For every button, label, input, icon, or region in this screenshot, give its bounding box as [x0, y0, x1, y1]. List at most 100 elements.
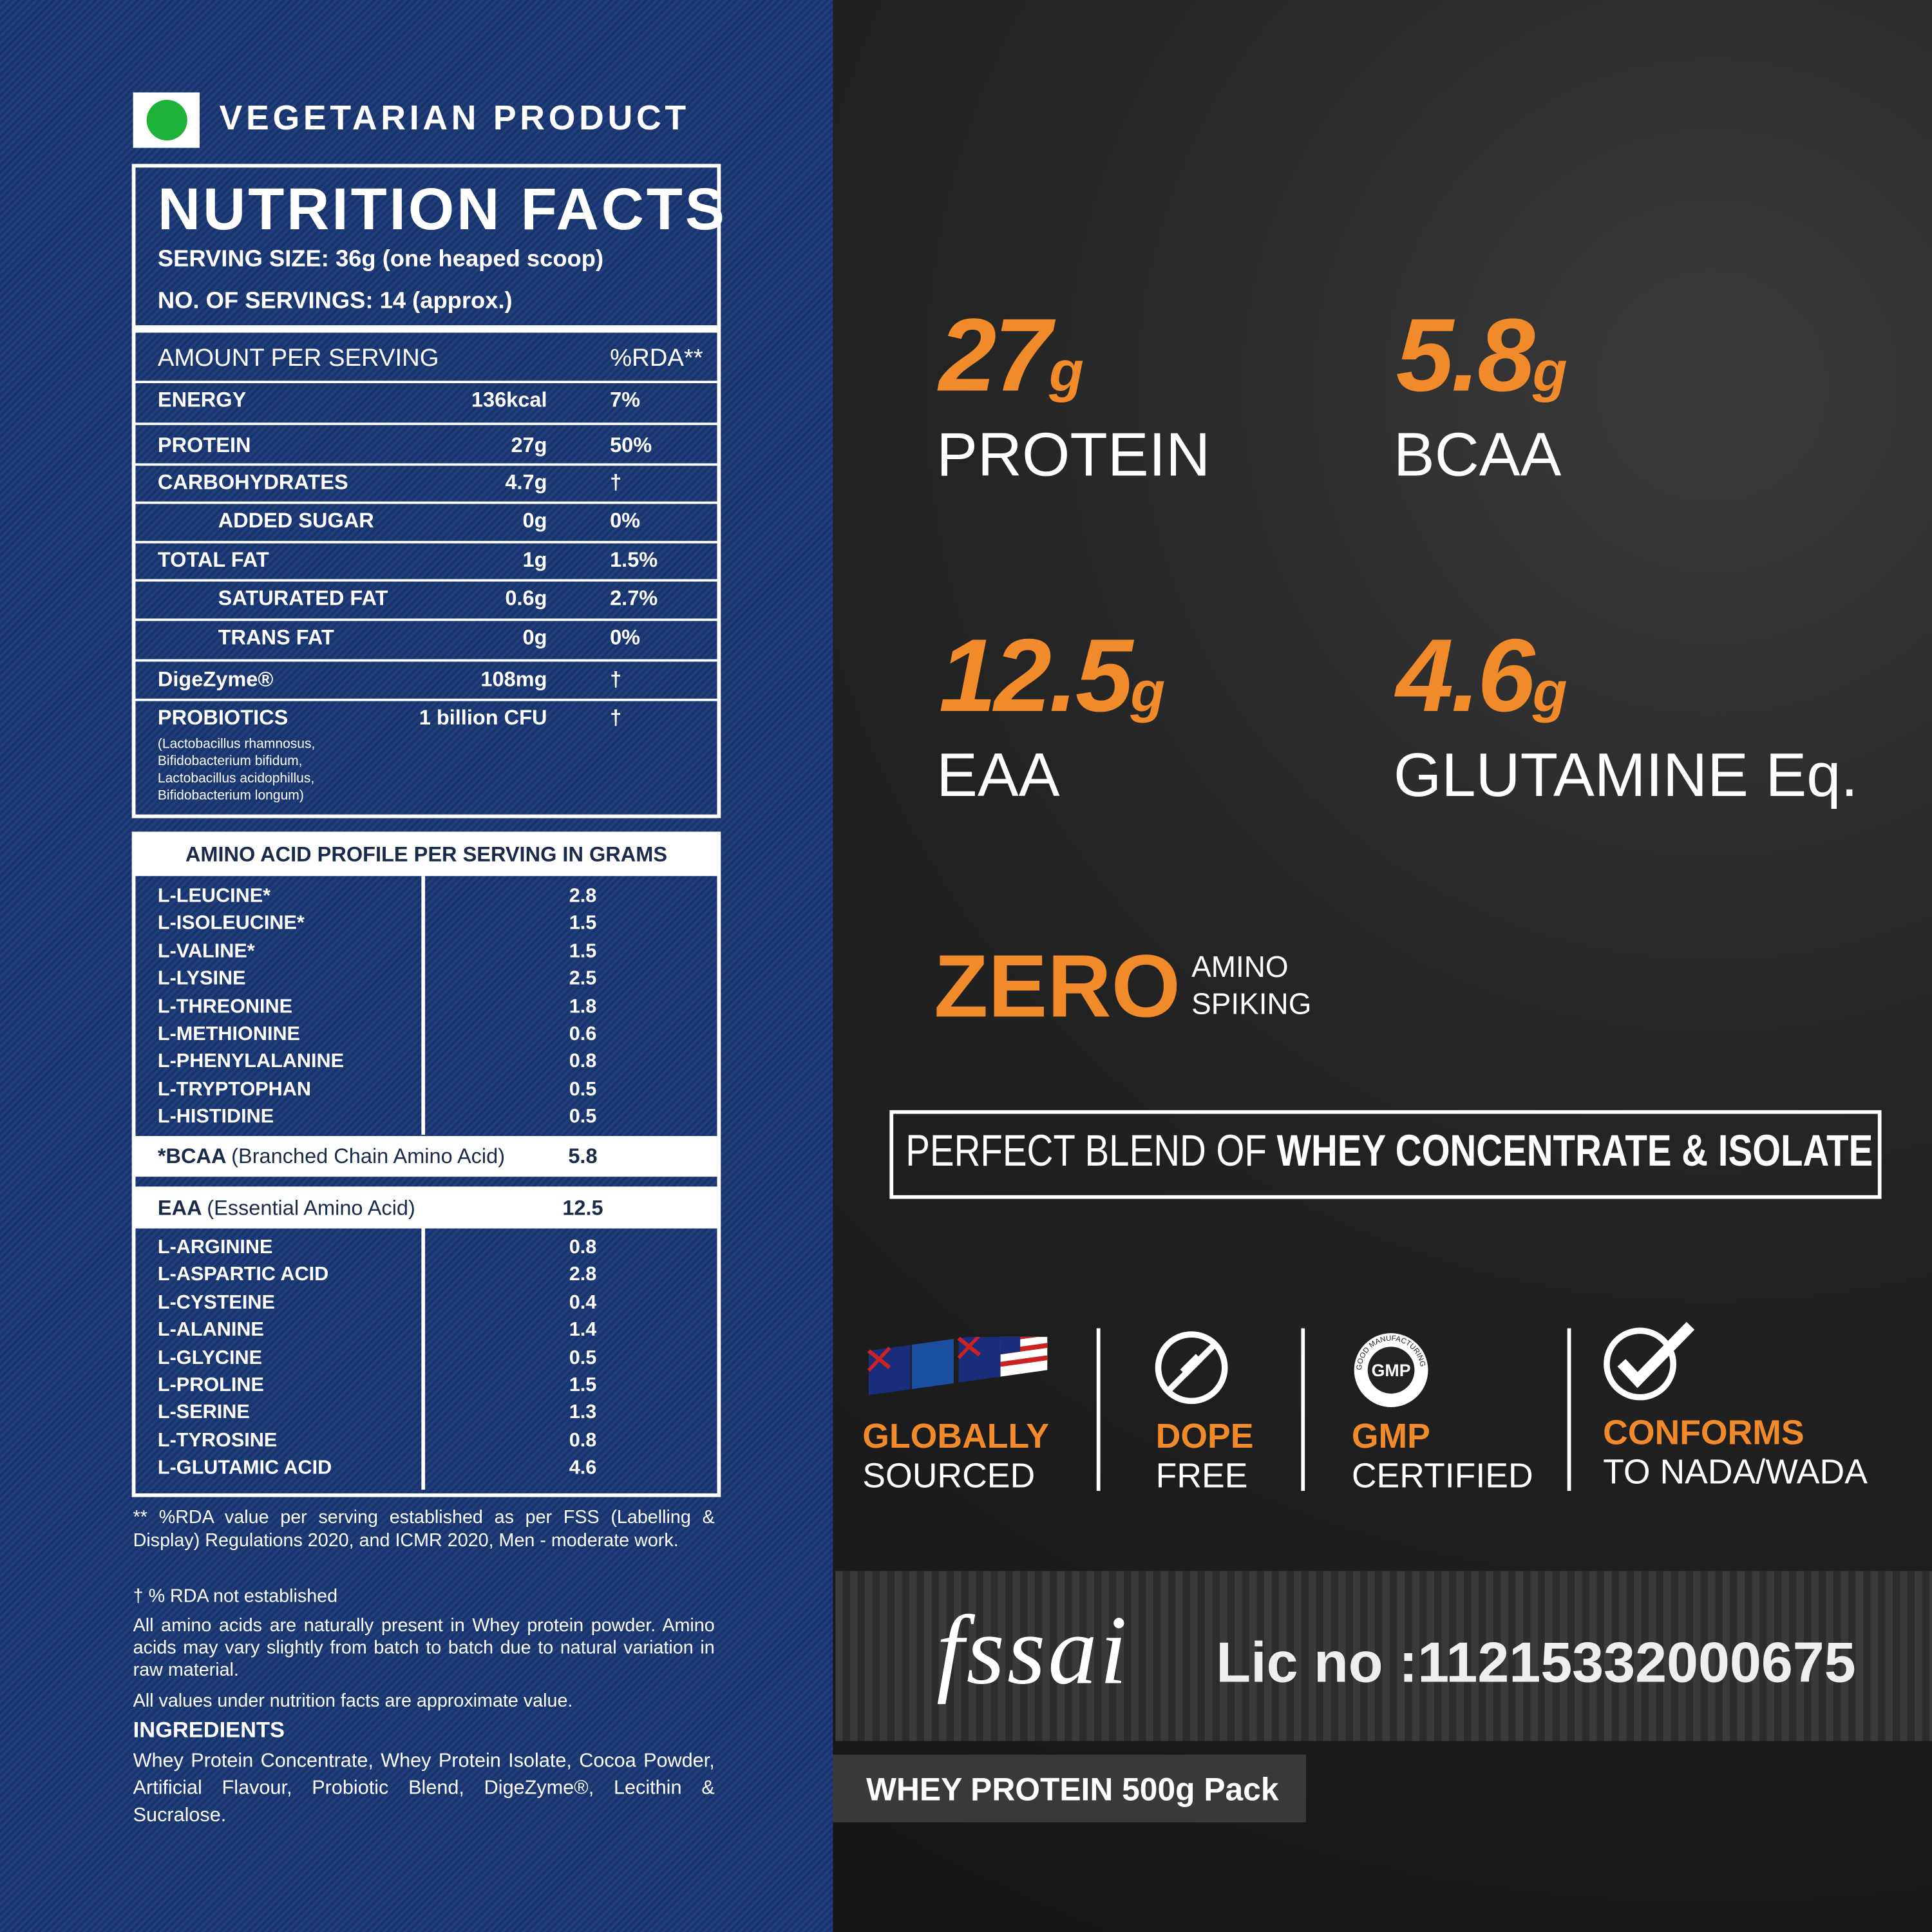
flags-icon: [867, 1336, 1048, 1396]
footnote: All amino acids are naturally present in…: [133, 1615, 715, 1681]
badge-title: GLOBALLY: [862, 1417, 1049, 1455]
conforms-icon: [1604, 1321, 1695, 1401]
license: Lic no :11215332000675: [1216, 1630, 1856, 1694]
footnote: All values under nutrition facts are app…: [133, 1690, 573, 1712]
amino-name: L-ALANINE: [157, 1320, 264, 1341]
nutrition-box: [131, 164, 721, 819]
amino-value: 4.6: [569, 1457, 597, 1479]
nutrient-rda: 50%: [610, 433, 652, 457]
amino-value: 1.5: [569, 1375, 597, 1396]
amino-name: L-ASPARTIC ACID: [157, 1264, 329, 1286]
ingredients: Whey Protein Concentrate, Whey Protein I…: [133, 1750, 715, 1826]
unit: g: [1532, 339, 1567, 403]
nutrient-rda: 0%: [610, 625, 641, 650]
blend-bold: WHEY CONCENTRATE & ISOLATE: [1276, 1124, 1873, 1176]
amino-name: L-METHIONINE: [157, 1023, 300, 1045]
nutrient-rda: 0%: [610, 509, 641, 533]
nutrient-name: TRANS FAT: [218, 625, 334, 650]
amino-value: 2.8: [569, 886, 597, 907]
ingredients-title: INGREDIENTS: [133, 1718, 285, 1743]
col-header: %RDA**: [610, 345, 703, 372]
badge-title: DOPE: [1155, 1417, 1254, 1455]
col-divider: [421, 1228, 426, 1490]
badge-text: SOURCED: [862, 1456, 1036, 1495]
nutrient-amount: 27g: [511, 433, 547, 457]
col-divider: [421, 876, 426, 1135]
veg-label: VEGETARIAN PRODUCT: [219, 99, 690, 137]
nutrient-amount: 136kcal: [471, 388, 547, 412]
row-line: [133, 540, 720, 544]
probiotic-strains: (Lactobacillus rhamnosus, Bifidobacteriu…: [157, 737, 316, 804]
badge-divider: [1301, 1328, 1305, 1492]
amino-name: L-CYSTEINE: [157, 1292, 275, 1314]
badge-text: CERTIFIED: [1351, 1456, 1533, 1495]
nutrient-name: PROBIOTICS: [157, 706, 289, 730]
unit: g: [1532, 659, 1567, 724]
amino-name: L-GLYCINE: [157, 1347, 263, 1368]
nutrient-name: ADDED SUGAR: [218, 509, 374, 533]
summary-note: (Essential Amino Acid): [207, 1196, 415, 1220]
amino-value: 0.8: [569, 1236, 597, 1258]
row-line: [133, 698, 720, 701]
amino-name: L-GLUTAMIC ACID: [157, 1457, 332, 1479]
badge-text: FREE: [1155, 1456, 1248, 1495]
value: 4.6: [1396, 617, 1535, 734]
highlight-label: PROTEIN: [936, 420, 1211, 489]
nutrient-amount: 1g: [522, 548, 547, 572]
nutrient-rda: †: [610, 470, 622, 495]
amino-name: L-SERINE: [157, 1403, 250, 1424]
row-line: [133, 463, 720, 466]
nutrient-rda: †: [610, 667, 622, 692]
amino-value: 0.4: [569, 1292, 597, 1314]
nutrient-name: DigeZyme®: [157, 667, 274, 692]
nutrient-name: ENERGY: [157, 388, 247, 412]
footnote: ** %RDA value per serving established as…: [133, 1506, 715, 1551]
nutrient-name: TOTAL FAT: [157, 548, 269, 572]
fssai-bar: [835, 1571, 1932, 1741]
value: 5.8: [1396, 297, 1535, 413]
serving-size: SERVING SIZE: 36g (one heaped scoop): [157, 246, 604, 272]
nutrient-name: SATURATED FAT: [218, 586, 388, 611]
blend-lead: PERFECT BLEND OF: [905, 1124, 1277, 1176]
zero-line: SPIKING: [1191, 988, 1312, 1022]
nutrient-amount: 0g: [522, 625, 547, 650]
amino-value: 0.5: [569, 1347, 597, 1368]
amino-name: L-PROLINE: [157, 1375, 264, 1396]
col-header: AMOUNT PER SERVING: [157, 345, 439, 372]
zero-line: AMINO: [1191, 951, 1289, 985]
nutrient-rda: 7%: [610, 388, 641, 412]
nutrition-title: NUTRITION FACTS: [157, 177, 727, 243]
amino-name: L-HISTIDINE: [157, 1106, 274, 1128]
nutrient-rda: 2.7%: [610, 586, 658, 611]
highlight-value: 4.6g: [1396, 616, 1567, 736]
bcaa-band: [133, 1136, 720, 1177]
amino-name: L-ISOLEUCINE*: [157, 913, 305, 935]
row-line: [133, 659, 720, 662]
row-line: [133, 618, 720, 621]
row-line: [133, 381, 720, 384]
row-line: [133, 579, 720, 582]
badge-divider: [1567, 1328, 1571, 1492]
badge-title: GMP: [1351, 1417, 1430, 1455]
nutrient-amount: 108mg: [480, 667, 547, 692]
value: 27: [938, 297, 1052, 413]
gmp-seal-center: GMP: [1372, 1361, 1411, 1380]
summary-name: EAA: [157, 1196, 202, 1220]
eaa-band: [133, 1186, 720, 1229]
divider: [133, 325, 720, 333]
nutrient-name: PROTEIN: [157, 433, 251, 457]
value: 12.5: [938, 617, 1133, 734]
highlight-label: EAA: [936, 740, 1060, 810]
amino-summary-value: 12.5: [562, 1196, 603, 1220]
amino-value: 1.5: [569, 941, 597, 962]
unit: g: [1049, 339, 1084, 403]
label-panel: [0, 0, 833, 1932]
amino-summary-value: 5.8: [568, 1144, 598, 1168]
nutrient-amount: 1 billion CFU: [419, 706, 547, 730]
highlight-value: 27g: [939, 296, 1084, 415]
amino-title: AMINO ACID PROFILE PER SERVING IN GRAMS: [133, 831, 720, 876]
amino-summary: EAA (Essential Amino Acid): [158, 1197, 415, 1221]
amino-name: L-ARGININE: [157, 1236, 273, 1258]
